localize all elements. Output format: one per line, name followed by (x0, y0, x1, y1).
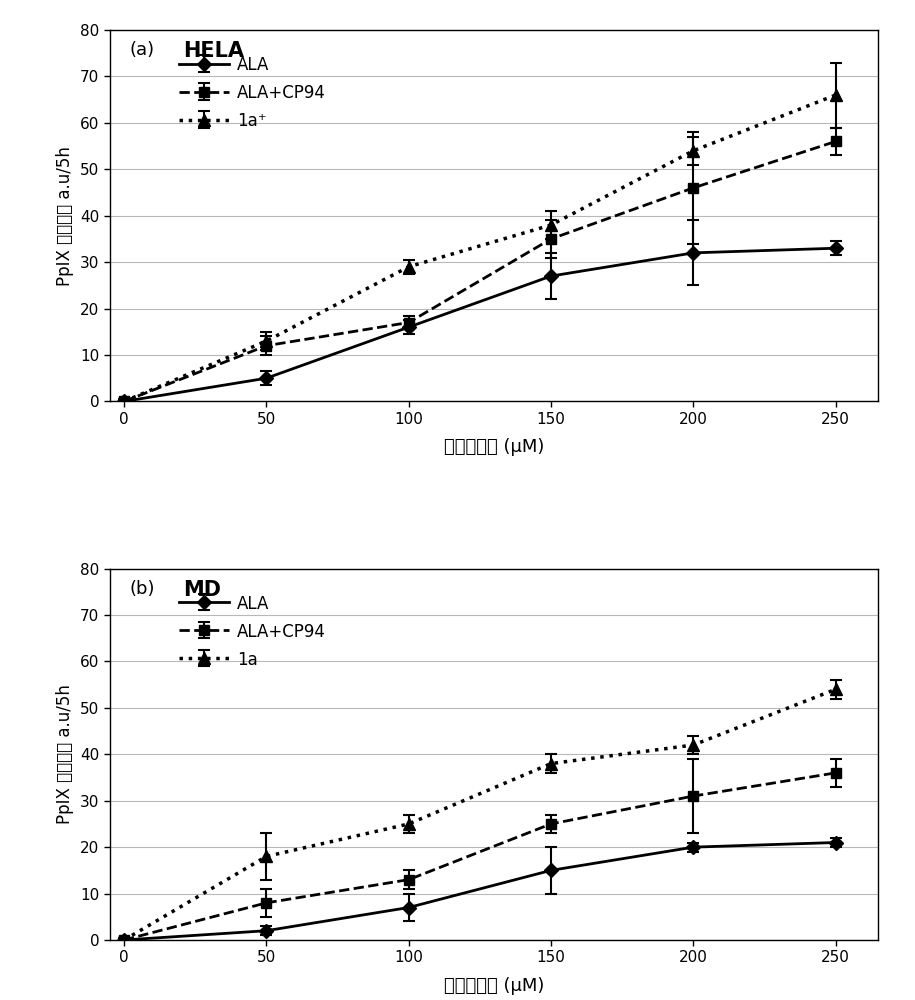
Text: HELA: HELA (183, 41, 243, 61)
Y-axis label: PpIX 荧光强度 a.u/5h: PpIX 荧光强度 a.u/5h (57, 684, 74, 824)
Y-axis label: PpIX 荧光强度 a.u/5h: PpIX 荧光强度 a.u/5h (57, 146, 74, 286)
X-axis label: 化合物浓度 (μM): 化合物浓度 (μM) (444, 977, 544, 995)
Text: MD: MD (183, 580, 221, 600)
Legend: ALA, ALA+CP94, 1a⁺: ALA, ALA+CP94, 1a⁺ (172, 49, 332, 137)
Text: (b): (b) (129, 580, 155, 598)
Text: (a): (a) (129, 41, 154, 59)
Legend: ALA, ALA+CP94, 1a: ALA, ALA+CP94, 1a (172, 588, 332, 675)
X-axis label: 化合物浓度 (μM): 化合物浓度 (μM) (444, 438, 544, 456)
